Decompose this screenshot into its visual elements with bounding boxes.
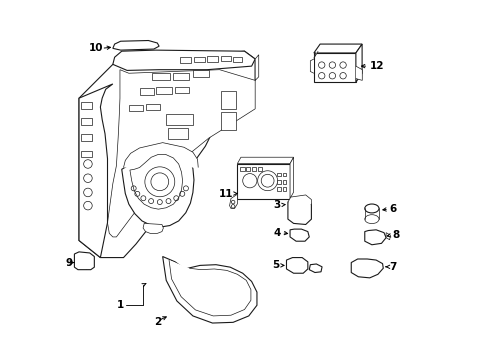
Polygon shape — [139, 88, 153, 95]
Polygon shape — [355, 44, 361, 82]
FancyBboxPatch shape — [258, 167, 262, 171]
Polygon shape — [255, 55, 258, 80]
Polygon shape — [81, 118, 92, 125]
Text: 8: 8 — [391, 230, 399, 240]
Polygon shape — [194, 57, 204, 62]
Polygon shape — [233, 57, 241, 62]
Polygon shape — [81, 151, 92, 157]
Polygon shape — [287, 195, 311, 204]
Text: 5: 5 — [271, 260, 279, 270]
Polygon shape — [155, 87, 171, 94]
Polygon shape — [113, 41, 159, 50]
Polygon shape — [289, 157, 293, 198]
Text: 3: 3 — [273, 200, 280, 210]
Text: 2: 2 — [153, 317, 161, 327]
Text: 11: 11 — [218, 189, 233, 198]
FancyBboxPatch shape — [283, 187, 286, 191]
Polygon shape — [129, 104, 143, 111]
Polygon shape — [310, 59, 313, 73]
Polygon shape — [152, 73, 169, 80]
FancyBboxPatch shape — [283, 180, 286, 184]
Polygon shape — [221, 56, 230, 61]
Polygon shape — [173, 73, 189, 80]
Polygon shape — [169, 260, 250, 316]
Polygon shape — [143, 224, 163, 233]
Polygon shape — [163, 257, 256, 323]
FancyBboxPatch shape — [277, 180, 280, 184]
Polygon shape — [107, 70, 255, 237]
Polygon shape — [221, 91, 235, 109]
Polygon shape — [81, 134, 92, 141]
Polygon shape — [289, 229, 308, 241]
Polygon shape — [286, 257, 307, 273]
Polygon shape — [166, 114, 192, 125]
Text: 6: 6 — [389, 204, 396, 214]
Polygon shape — [79, 84, 113, 257]
Polygon shape — [237, 164, 289, 198]
Polygon shape — [81, 102, 92, 109]
Polygon shape — [313, 53, 355, 82]
FancyBboxPatch shape — [240, 167, 244, 171]
Text: 4: 4 — [273, 228, 280, 238]
Text: 10: 10 — [88, 43, 103, 53]
Polygon shape — [207, 56, 218, 62]
Polygon shape — [287, 198, 311, 225]
Polygon shape — [145, 104, 160, 110]
Polygon shape — [130, 154, 182, 209]
FancyBboxPatch shape — [277, 173, 280, 176]
FancyBboxPatch shape — [251, 167, 255, 171]
Polygon shape — [180, 57, 191, 63]
Polygon shape — [122, 144, 194, 227]
FancyBboxPatch shape — [245, 167, 250, 171]
Polygon shape — [229, 194, 237, 208]
Text: 7: 7 — [389, 262, 396, 272]
Polygon shape — [175, 87, 189, 93]
FancyBboxPatch shape — [283, 173, 286, 176]
Polygon shape — [74, 252, 94, 270]
Polygon shape — [168, 129, 187, 139]
Text: 12: 12 — [369, 61, 384, 71]
Polygon shape — [308, 264, 322, 273]
Polygon shape — [350, 259, 383, 278]
Polygon shape — [192, 71, 208, 77]
Text: 9: 9 — [66, 257, 73, 267]
Polygon shape — [313, 44, 361, 53]
Polygon shape — [221, 112, 235, 130]
Polygon shape — [313, 51, 318, 58]
Polygon shape — [364, 230, 386, 245]
Polygon shape — [386, 233, 389, 240]
Polygon shape — [237, 157, 293, 164]
Text: 1: 1 — [117, 300, 124, 310]
FancyBboxPatch shape — [277, 187, 280, 191]
Polygon shape — [79, 51, 255, 257]
Polygon shape — [113, 50, 255, 71]
Polygon shape — [123, 143, 198, 167]
Polygon shape — [355, 66, 362, 80]
